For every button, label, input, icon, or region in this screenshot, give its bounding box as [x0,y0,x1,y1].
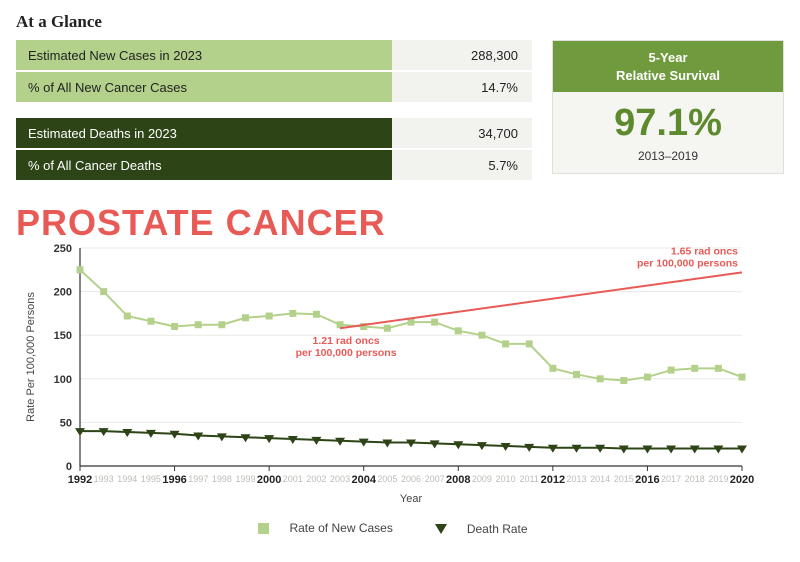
svg-text:2013: 2013 [566,474,586,484]
svg-text:1993: 1993 [94,474,114,484]
svg-text:1992: 1992 [68,474,92,486]
survival-period: 2013–2019 [553,149,783,173]
chart-container: 0501001502002501992199620002004200820122… [16,240,784,537]
survival-pct: 97.1% [553,92,783,149]
svg-text:2004: 2004 [351,474,376,486]
svg-text:2002: 2002 [306,474,326,484]
page-title: At a Glance [16,12,784,32]
svg-text:2014: 2014 [590,474,610,484]
svg-text:2018: 2018 [685,474,705,484]
deaths-group: Estimated Deaths in 2023 34,700 % of All… [16,118,532,182]
survival-header-line1: 5-Year [553,49,783,67]
svg-text:2005: 2005 [377,474,397,484]
svg-text:Year: Year [400,493,423,505]
svg-text:2019: 2019 [708,474,728,484]
stat-label: Estimated New Cases in 2023 [16,40,392,70]
stat-row: % of All New Cancer Cases 14.7% [16,72,532,104]
svg-text:2016: 2016 [635,474,659,486]
svg-text:1999: 1999 [235,474,255,484]
stat-value: 34,700 [392,118,532,148]
svg-text:250: 250 [54,243,72,255]
svg-text:200: 200 [54,287,72,299]
svg-text:2008: 2008 [446,474,470,486]
svg-text:2012: 2012 [541,474,565,486]
svg-text:1994: 1994 [117,474,137,484]
svg-text:150: 150 [54,330,72,342]
survival-header-line2: Relative Survival [553,67,783,85]
svg-text:2020: 2020 [730,474,754,486]
svg-text:1998: 1998 [212,474,232,484]
svg-text:per 100,000 persons: per 100,000 persons [637,257,738,269]
stat-label: % of All Cancer Deaths [16,150,392,180]
stat-row: % of All Cancer Deaths 5.7% [16,150,532,182]
svg-text:Rate Per 100,000 Persons: Rate Per 100,000 Persons [25,292,37,422]
stat-value: 288,300 [392,40,532,70]
svg-text:1997: 1997 [188,474,208,484]
svg-text:2009: 2009 [472,474,492,484]
cases-group: Estimated New Cases in 2023 288,300 % of… [16,40,532,104]
svg-text:50: 50 [60,417,72,429]
survival-box: 5-Year Relative Survival 97.1% 2013–2019 [552,40,784,174]
chart-legend: Rate of New Cases Death Rate [16,521,784,537]
stat-value: 5.7% [392,150,532,180]
svg-text:2006: 2006 [401,474,421,484]
svg-text:1995: 1995 [141,474,161,484]
svg-text:1.21 rad oncs: 1.21 rad oncs [313,335,380,347]
svg-text:1996: 1996 [162,474,186,486]
svg-text:2007: 2007 [425,474,445,484]
svg-text:2001: 2001 [283,474,303,484]
svg-text:2010: 2010 [496,474,516,484]
svg-text:0: 0 [66,461,72,473]
stat-row: Estimated New Cases in 2023 288,300 [16,40,532,72]
svg-text:2015: 2015 [614,474,634,484]
stat-row: Estimated Deaths in 2023 34,700 [16,118,532,150]
svg-text:2000: 2000 [257,474,281,486]
summary-row: Estimated New Cases in 2023 288,300 % of… [16,40,784,196]
stats-column: Estimated New Cases in 2023 288,300 % of… [16,40,532,196]
stat-label: Estimated Deaths in 2023 [16,118,392,148]
svg-text:2011: 2011 [520,474,539,484]
legend-item: Death Rate [435,522,542,536]
stat-value: 14.7% [392,72,532,102]
svg-text:2003: 2003 [330,474,350,484]
svg-text:2017: 2017 [661,474,681,484]
svg-text:100: 100 [54,374,72,386]
cancer-title: PROSTATE CANCER [16,202,784,244]
svg-text:per 100,000 persons: per 100,000 persons [296,347,397,359]
legend-item: Rate of New Cases [258,521,406,535]
rate-chart: 0501001502002501992199620002004200820122… [16,240,756,510]
stat-label: % of All New Cancer Cases [16,72,392,102]
survival-header: 5-Year Relative Survival [553,41,783,92]
svg-text:1.65 rad oncs: 1.65 rad oncs [671,245,738,257]
